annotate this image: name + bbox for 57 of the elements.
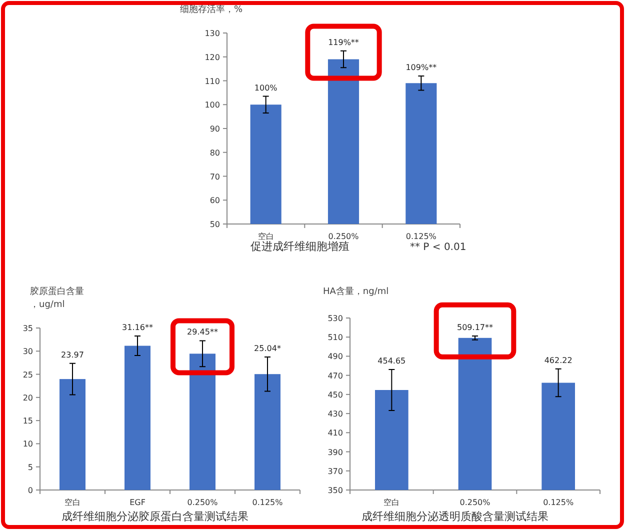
y-tick-label: 10 bbox=[22, 440, 33, 449]
text: 成纤维细胞分泌胶原蛋白含量测试结果 bbox=[62, 510, 248, 523]
y-tick-label: 350 bbox=[328, 486, 343, 495]
y-tick-label: 20 bbox=[22, 393, 33, 402]
y-tick-label: 50 bbox=[210, 220, 220, 229]
data-label: 462.22 bbox=[544, 356, 572, 365]
data-label: 23.97 bbox=[61, 350, 84, 360]
data-label: 454.65 bbox=[378, 356, 406, 366]
bar bbox=[124, 346, 150, 490]
y-tick-label: 370 bbox=[328, 466, 343, 476]
bar bbox=[254, 374, 280, 490]
data-label: 119%** bbox=[328, 38, 359, 47]
y-tick-label: 490 bbox=[328, 352, 343, 362]
x-tick-label: 0.125% bbox=[406, 232, 437, 241]
x-tick-label: 0.125% bbox=[252, 498, 284, 507]
y-tick-label: 5 bbox=[28, 462, 33, 472]
y-tick-label: 510 bbox=[328, 333, 343, 342]
y-axis-title: HA含量，ng/ml bbox=[323, 286, 389, 297]
y-axis-title: 细胞存活率，% bbox=[180, 4, 243, 15]
x-tick-label: EGF bbox=[130, 498, 146, 507]
y-tick-label: 30 bbox=[22, 347, 33, 356]
y-tick-label: 35 bbox=[22, 324, 33, 333]
y-tick-label: 470 bbox=[328, 371, 343, 380]
x-tick-label: 0.250% bbox=[460, 498, 491, 507]
y-tick-label: 25 bbox=[22, 370, 33, 380]
y-tick-label: 90 bbox=[210, 124, 220, 134]
y-tick-label: 410 bbox=[328, 428, 343, 438]
y-axis-title: 胶原蛋白含量，ug/ml bbox=[30, 286, 84, 310]
y-tick-label: 100 bbox=[204, 100, 220, 110]
y-tick-label: 390 bbox=[328, 448, 343, 457]
x-tick-label: 0.250% bbox=[328, 232, 360, 241]
data-label: 25.04* bbox=[254, 344, 281, 353]
y-tick-label: 530 bbox=[328, 314, 343, 323]
x-tick-label: 空白 bbox=[384, 498, 400, 507]
y-tick-label: 120 bbox=[204, 52, 220, 62]
y-tick-label: 60 bbox=[210, 196, 220, 206]
y-tick-label: 430 bbox=[328, 410, 343, 419]
text: 成纤维细胞分泌透明质酸含量测试结果 bbox=[362, 510, 548, 523]
text: ** P < 0.01 bbox=[410, 242, 466, 253]
text: 促进成纤维细胞增殖 bbox=[250, 240, 350, 253]
y-tick-label: 110 bbox=[204, 76, 220, 86]
data-label: 109%** bbox=[406, 62, 437, 72]
data-label: 509.17** bbox=[457, 322, 493, 332]
y-tick-label: 70 bbox=[210, 172, 220, 182]
x-tick-label: 0.125% bbox=[543, 498, 574, 507]
x-tick-label: 0.250% bbox=[187, 498, 218, 507]
data-label: 31.16** bbox=[122, 323, 153, 332]
data-label: 100% bbox=[254, 83, 278, 92]
y-tick-label: 15 bbox=[22, 416, 33, 426]
bar bbox=[60, 379, 86, 490]
data-label: 29.45** bbox=[187, 328, 218, 337]
x-tick-label: 空白 bbox=[64, 498, 80, 507]
x-tick-label: 空白 bbox=[258, 232, 274, 241]
y-tick-label: 0 bbox=[28, 486, 33, 495]
y-tick-label: 80 bbox=[210, 148, 220, 158]
y-tick-label: 450 bbox=[328, 390, 343, 400]
y-tick-label: 130 bbox=[204, 29, 220, 38]
